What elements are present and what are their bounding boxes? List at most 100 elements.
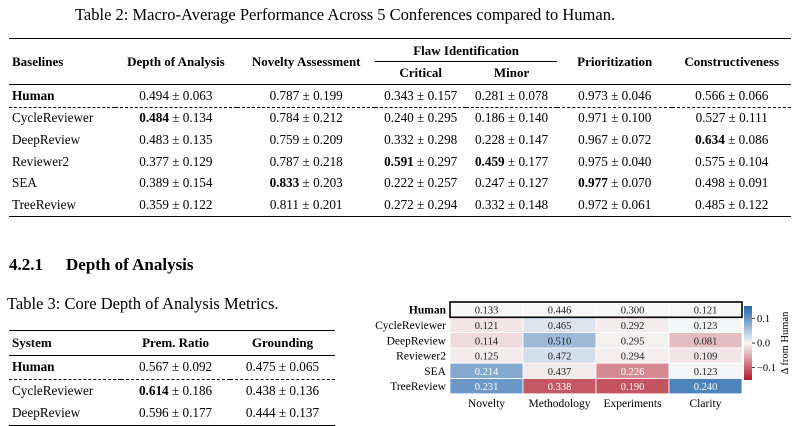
row-label: Human	[12, 87, 55, 103]
cell-value: 0.787	[269, 153, 300, 169]
cell-std: 0.177	[182, 405, 213, 421]
table-cell: 0.359 ± 0.122	[115, 194, 237, 216]
heatmap-value: 0.292	[621, 321, 645, 332]
cell-std: 0.040	[621, 153, 652, 169]
cell-std: 0.209	[313, 131, 343, 147]
table-cell: 0.975 ± 0.040	[557, 151, 672, 173]
row-label: Human	[12, 359, 55, 375]
table-cell: 0.186 ± 0.140	[466, 107, 557, 129]
plus-minus: ±	[168, 153, 183, 169]
cell-value: 0.494	[139, 87, 169, 103]
cell-value: 0.566	[695, 87, 725, 103]
cell-std: 0.100	[621, 110, 652, 126]
col-depth: Depth of Analysis	[114, 38, 238, 85]
col-minor: Minor	[466, 61, 557, 85]
colorbar-label: Δ from Human	[780, 311, 791, 374]
cell-value: 0.484	[139, 110, 169, 126]
cell-std: 0.086	[738, 131, 769, 147]
cell-value: 0.483	[139, 131, 169, 147]
cell-value: 0.359	[139, 196, 169, 212]
heatmap-value: 0.109	[694, 352, 718, 363]
plus-minus: ±	[413, 175, 428, 191]
table-cell: 0.567 ± 0.092	[121, 356, 230, 380]
heatmap-value: 0.114	[475, 336, 499, 347]
col-grounding: Grounding	[251, 335, 314, 350]
table-cell: 0.634 ± 0.086	[672, 129, 791, 151]
cell-std: 0.257	[427, 175, 458, 191]
table-cell: 0.228 ± 0.147	[466, 129, 557, 151]
colorbar-tick-label: 0.1	[757, 314, 770, 325]
cell-std: 0.063	[182, 87, 213, 103]
heatmap-row-label: TreeReview	[390, 381, 446, 393]
row-label: Reviewer2	[12, 153, 70, 169]
table-row: CycleReviewer 0.484 ± 0.134 0.784 ± 0.212 0…	[9, 107, 791, 129]
colorbar-tick-label: −0.1	[757, 363, 776, 374]
plus-minus: ±	[413, 110, 428, 126]
table-cell: 0.444 ± 0.137	[230, 402, 335, 425]
table-row: SEA 0.389 ± 0.154 0.833 ± 0.203 0.222 ± 0.2…	[9, 172, 791, 194]
cell-value: 0.784	[269, 110, 300, 126]
heatmap-chart: Human 0.133 0.446 0.300 0.121 CycleReviewer 0.…	[375, 301, 791, 410]
plus-minus: ±	[168, 131, 183, 147]
cell-std: 0.203	[313, 175, 343, 191]
cell-std: 0.218	[313, 153, 343, 169]
cell-std: 0.104	[738, 153, 769, 169]
plus-minus: ±	[275, 359, 290, 375]
section-heading: 4.2.1 Depth of Analysis	[9, 255, 194, 275]
heatmap-col-label: Clarity	[690, 398, 722, 410]
plus-minus: ±	[299, 131, 314, 147]
cell-std: 0.129	[182, 153, 213, 169]
heatmap-value: 0.190	[621, 382, 645, 393]
cell-value: 0.498	[695, 175, 725, 191]
cell-value: 0.567	[138, 359, 169, 375]
table2-caption: Table 2: Macro-Average Performance Acros…	[75, 5, 616, 24]
cell-value: 0.759	[269, 131, 300, 147]
plus-minus: ±	[168, 382, 183, 398]
plus-minus: ±	[724, 196, 739, 212]
table-cell: 0.332 ± 0.298	[375, 129, 466, 151]
table-cell: 0.614 ± 0.186	[121, 379, 230, 402]
heatmap-value: 0.437	[548, 367, 572, 378]
cell-std: 0.092	[182, 359, 213, 375]
table-cell: 0.527 ± 0.111	[672, 107, 791, 129]
cell-value: 0.444	[245, 405, 276, 421]
plus-minus: ±	[299, 87, 314, 103]
cell-value: 0.967	[578, 131, 608, 147]
heatmap-row-label: SEA	[424, 366, 446, 378]
cell-std: 0.295	[427, 110, 458, 126]
heatmap-value: 0.121	[694, 306, 718, 317]
table-cell: 0.811 ± 0.201	[237, 194, 375, 216]
cell-std: 0.065	[289, 359, 320, 375]
table-cell: 0.575 ± 0.104	[672, 151, 791, 173]
cell-std: 0.127	[518, 175, 549, 191]
table-cell: 0.247 ± 0.127	[466, 172, 557, 194]
plus-minus: ±	[299, 153, 314, 169]
table-cell: 0.787 ± 0.199	[237, 85, 375, 108]
cell-value: 0.972	[578, 196, 608, 212]
cell-value: 0.281	[474, 87, 505, 103]
col-critical: Critical	[375, 61, 467, 85]
plus-minus: ±	[168, 110, 183, 126]
heatmap-value: 0.295	[621, 336, 645, 347]
plus-minus: ±	[168, 196, 183, 212]
cell-std: 0.122	[738, 196, 769, 212]
plus-minus: ±	[504, 131, 519, 147]
heatmap-highlight-human	[449, 301, 743, 319]
heatmap-row-label: CycleReviewer	[375, 320, 446, 332]
cell-std: 0.111	[739, 110, 768, 126]
heatmap-value: 0.123	[694, 367, 718, 378]
heatmap-value: 0.133	[475, 306, 499, 317]
cell-value: 0.634	[695, 131, 725, 147]
heatmap-value: 0.240	[694, 382, 718, 393]
table-cell: 0.566 ± 0.066	[672, 85, 791, 108]
cell-value: 0.459	[474, 153, 505, 169]
plus-minus: ±	[607, 196, 622, 212]
table-cell: 0.475 ± 0.065	[230, 356, 335, 380]
table-cell: 0.483 ± 0.135	[115, 129, 237, 151]
cell-value: 0.332	[384, 131, 414, 147]
heatmap-value: 0.472	[548, 352, 572, 363]
cell-std: 0.148	[518, 196, 549, 212]
row-label: SEA	[12, 175, 37, 191]
cell-std: 0.078	[518, 87, 549, 103]
table-row: Reviewer2 0.377 ± 0.129 0.787 ± 0.218 0.591…	[9, 151, 791, 173]
